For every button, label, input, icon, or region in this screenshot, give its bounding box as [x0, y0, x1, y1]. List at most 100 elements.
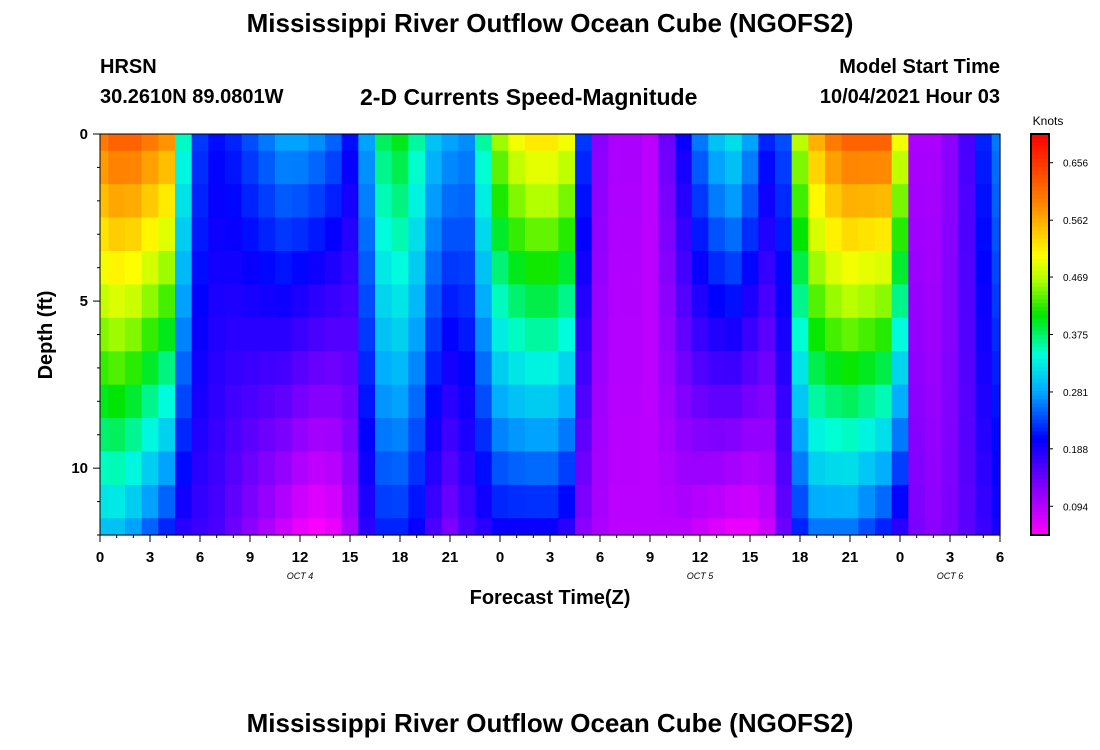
- heatmap-cell: [158, 351, 176, 386]
- heatmap-cell: [741, 384, 759, 419]
- colorbar-segment: [1031, 494, 1049, 500]
- heatmap-cell: [591, 518, 609, 536]
- colorbar-segment: [1031, 410, 1049, 416]
- heatmap-cell: [358, 418, 376, 453]
- heatmap-cell: [275, 451, 293, 486]
- heatmap-cell: [125, 150, 143, 185]
- heatmap-cell: [558, 284, 576, 319]
- heatmap-cell: [658, 317, 676, 352]
- heatmap-cell: [491, 150, 509, 185]
- heatmap-cell: [941, 217, 959, 252]
- heatmap-cell: [541, 150, 559, 185]
- heatmap-cell: [808, 317, 826, 352]
- heatmap-cell: [100, 418, 109, 453]
- heatmap-cell: [441, 317, 459, 352]
- x-tick-label: 21: [842, 549, 859, 566]
- heatmap-cell: [908, 384, 926, 419]
- colorbar-segment: [1031, 266, 1049, 271]
- colorbar-segment: [1031, 370, 1049, 376]
- heatmap-cell: [425, 418, 443, 453]
- heatmap-cell: [991, 484, 1001, 519]
- heatmap-cell: [141, 484, 159, 519]
- heatmap-cell: [408, 384, 426, 419]
- heatmap-cell: [158, 317, 176, 352]
- heatmap-cell: [791, 250, 809, 285]
- heatmap-cell: [325, 484, 343, 519]
- colorbar-segment: [1031, 274, 1049, 279]
- date-label: OCT 6: [937, 571, 964, 581]
- colorbar-segment: [1031, 146, 1049, 151]
- heatmap-cell: [958, 217, 976, 252]
- heatmap-cell: [141, 250, 159, 285]
- heatmap-cell: [308, 284, 326, 319]
- heatmap-cell: [475, 250, 493, 285]
- heatmap-cell: [641, 250, 659, 285]
- heatmap-cell: [425, 317, 443, 352]
- heatmap-cell: [341, 351, 359, 386]
- heatmap-cell: [925, 317, 943, 352]
- heatmap-cell: [608, 317, 626, 352]
- heatmap-cell: [100, 134, 109, 152]
- heatmap-cell: [408, 150, 426, 185]
- heatmap-cell: [100, 518, 109, 536]
- heatmap-cell: [591, 418, 609, 453]
- heatmap-cell: [675, 518, 693, 536]
- heatmap-cell: [341, 518, 359, 536]
- heatmap-cell: [925, 518, 943, 536]
- heatmap-cell: [108, 351, 126, 386]
- heatmap-cell: [791, 518, 809, 536]
- heatmap-cell: [691, 351, 709, 386]
- colorbar-segment: [1031, 342, 1049, 348]
- heatmap-cell: [691, 250, 709, 285]
- heatmap-cell: [141, 518, 159, 536]
- heatmap-cell: [175, 184, 193, 219]
- date-label: OCT 4: [287, 571, 314, 581]
- heatmap-cell: [841, 418, 859, 453]
- heatmap-cell: [225, 150, 243, 185]
- heatmap-cell: [558, 250, 576, 285]
- heatmap-cell: [275, 418, 293, 453]
- heatmap-cell: [241, 484, 259, 519]
- heatmap-cell: [775, 217, 793, 252]
- heatmap-cell: [741, 150, 759, 185]
- colorbar-segment: [1031, 318, 1049, 324]
- colorbar-segment: [1031, 530, 1049, 536]
- heatmap-cell: [625, 184, 643, 219]
- heatmap-cell: [525, 351, 543, 386]
- heatmap-cell: [100, 484, 109, 519]
- heatmap-cell: [525, 217, 543, 252]
- heatmap-cell: [291, 418, 309, 453]
- heatmap-cell: [325, 134, 343, 152]
- heatmap-cell: [325, 418, 343, 453]
- heatmap-cell: [208, 384, 226, 419]
- heatmap-cell: [858, 351, 876, 386]
- heatmap-cell: [275, 518, 293, 536]
- heatmap-cell: [691, 284, 709, 319]
- heatmap-cell: [658, 184, 676, 219]
- heatmap-cell: [100, 351, 109, 386]
- heatmap-cell: [125, 451, 143, 486]
- heatmap-cell: [775, 134, 793, 152]
- heatmap-cell: [441, 184, 459, 219]
- heatmap-cell: [925, 134, 943, 152]
- heatmap-cell: [575, 518, 593, 536]
- heatmap-cell: [758, 384, 776, 419]
- heatmap-cell: [841, 150, 859, 185]
- heatmap-cell: [358, 284, 376, 319]
- heatmap-cell: [658, 351, 676, 386]
- heatmap-cell: [958, 284, 976, 319]
- heatmap-cell: [775, 317, 793, 352]
- heatmap-cell: [358, 351, 376, 386]
- heatmap-cell: [858, 317, 876, 352]
- heatmap-cell: [641, 284, 659, 319]
- heatmap-cell: [425, 518, 443, 536]
- heatmap-cell: [191, 217, 209, 252]
- colorbar-segment: [1031, 202, 1049, 207]
- heatmap-cell: [591, 317, 609, 352]
- colorbar-tick-label: 0.188: [1063, 445, 1088, 456]
- heatmap-cell: [775, 451, 793, 486]
- heatmap-cell: [375, 484, 393, 519]
- colorbar-segment: [1031, 422, 1049, 428]
- heatmap-cell: [741, 284, 759, 319]
- heatmap-cell: [625, 351, 643, 386]
